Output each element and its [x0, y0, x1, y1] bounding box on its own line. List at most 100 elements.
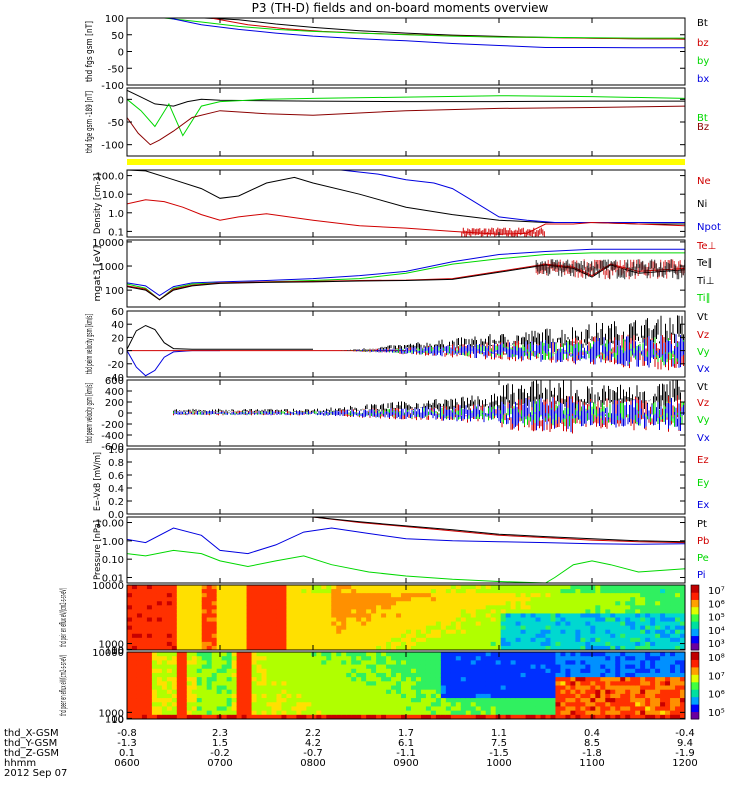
spectrogram-cell — [361, 597, 367, 602]
spectrogram-cell — [500, 621, 507, 627]
spectrogram-cell — [286, 664, 293, 670]
spectrogram-cell — [475, 685, 482, 691]
spectrogram-cell — [525, 605, 532, 610]
spectrogram-cell — [376, 585, 382, 590]
spectrogram-cell — [201, 698, 208, 703]
colorbar-elec_spec — [690, 651, 700, 720]
spectrogram-cell — [156, 685, 163, 691]
spectrogram-cell — [605, 710, 611, 716]
spectrogram-cell — [505, 710, 512, 716]
spectrogram-cell — [406, 660, 412, 666]
spectrogram-cell — [540, 605, 547, 610]
ytick-label: -50 — [108, 64, 124, 75]
spectrogram-cell — [580, 693, 586, 699]
spectrogram-cell — [625, 593, 631, 598]
spectrogram-cell — [166, 637, 173, 643]
spectrogram-cell — [670, 656, 676, 661]
spectrogram-cell — [435, 664, 442, 670]
spectrogram-cell — [331, 652, 337, 657]
spectrogram-cell — [445, 597, 452, 602]
spectrogram-cell — [171, 698, 178, 703]
spectrogram-cell — [221, 585, 228, 590]
xaxis-tick-Y: 7.5 — [491, 738, 507, 749]
spectrogram-cell — [570, 589, 576, 594]
spectrogram-cell — [386, 617, 392, 623]
spectrogram-cell — [530, 609, 537, 615]
spectrogram-cell — [505, 689, 512, 695]
spectrogram-cell — [281, 706, 288, 712]
spectrogram-cell — [420, 585, 427, 590]
spectrogram-cell — [206, 597, 213, 602]
spectrogram-cell — [296, 613, 302, 619]
spectrogram-cell — [425, 589, 432, 594]
spectrogram-cell — [515, 693, 522, 699]
spectrogram-cell — [520, 706, 527, 712]
colorbar-swatch — [691, 681, 699, 690]
spectrogram-cell — [401, 641, 407, 647]
spectrogram-cell — [455, 698, 462, 703]
spectrogram-cell — [201, 641, 208, 647]
spectrogram-cell — [361, 668, 367, 674]
spectrogram-cell — [435, 681, 442, 687]
spectrogram-cell — [630, 637, 636, 643]
spectrogram-cell — [351, 685, 357, 691]
spectrogram-cell — [460, 702, 467, 708]
spectrogram-cell — [151, 672, 158, 678]
spectrogram-cell — [251, 637, 258, 643]
spectrogram-cell — [231, 668, 238, 674]
spectrogram-cell — [196, 656, 203, 661]
spectrogram-cell — [495, 664, 502, 670]
legend-pressure-3: Pi — [697, 570, 706, 581]
spectrogram-cell — [615, 637, 621, 643]
spectrogram-cell — [495, 625, 502, 631]
spectrogram-cell — [331, 585, 337, 590]
spectrogram-cell — [570, 605, 576, 610]
ytick-label: 0.2 — [108, 497, 124, 508]
colorbar-label: 10⁶ — [708, 690, 725, 701]
spectrogram-cell — [490, 601, 497, 606]
spectrogram-cell — [420, 685, 427, 691]
spectrogram-cell — [381, 668, 387, 674]
spectrogram-cell — [590, 702, 596, 708]
spectrogram-cell — [535, 652, 542, 657]
spectrogram-cell — [221, 652, 228, 657]
xaxis-tick-hhmm: 1100 — [579, 758, 604, 769]
spectrogram-cell — [490, 689, 497, 695]
spectrogram-cell — [535, 681, 542, 687]
spectrogram-cell — [415, 672, 422, 678]
spectrogram-cell — [490, 677, 497, 682]
spectrogram-cell — [406, 625, 412, 631]
spectrogram-cell — [271, 710, 278, 716]
spectrogram-cell — [665, 672, 671, 678]
spectrogram-cell — [680, 652, 685, 657]
spectrogram-cell — [545, 613, 552, 619]
spectrogram-cell — [341, 645, 347, 650]
spectrogram-cell — [341, 689, 347, 695]
spectrogram-cell — [495, 702, 502, 708]
spectrogram-cell — [670, 702, 676, 708]
spectrogram-cell — [480, 677, 487, 682]
spectrogram-cell — [361, 685, 367, 691]
spectrogram-cell — [336, 685, 342, 691]
spectrogram-cell — [465, 621, 472, 627]
spectrogram-cell — [191, 585, 198, 590]
spectrogram-cell — [246, 681, 253, 687]
spectrogram-cell — [351, 605, 357, 610]
spectrogram-cell — [620, 605, 626, 610]
spectrogram-cell — [585, 652, 591, 657]
spectrogram-cell — [605, 706, 611, 712]
spectrogram-cell — [520, 693, 527, 699]
spectrogram-cell — [256, 672, 263, 678]
spectrogram-cell — [246, 698, 253, 703]
spectrogram-cell — [261, 637, 268, 643]
spectrogram-cell — [630, 613, 636, 619]
spectrogram-cell — [391, 652, 397, 657]
spectrogram-cell — [555, 641, 562, 647]
spectrogram-cell — [595, 681, 601, 687]
spectrogram-cell — [186, 629, 193, 635]
spectrogram-cell — [221, 685, 228, 691]
spectrogram-cell — [485, 609, 492, 615]
spectrogram-cell — [425, 609, 432, 615]
spectrogram-cell — [670, 605, 676, 610]
spectrogram-cell — [286, 660, 293, 666]
